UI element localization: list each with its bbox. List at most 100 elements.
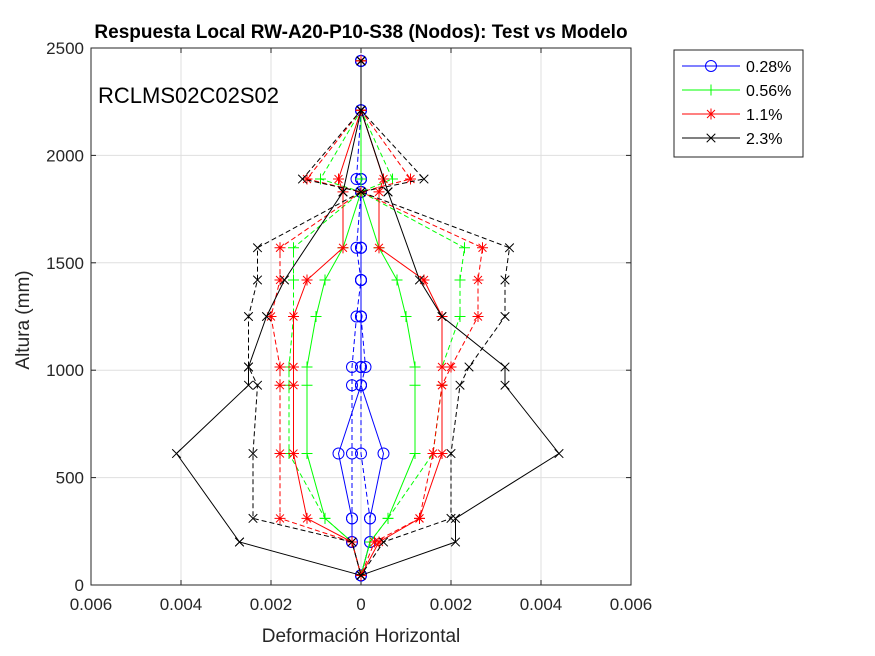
data-point-marker [355,173,367,185]
legend-entry: 2.3% [682,131,782,148]
data-point-marker [274,448,286,460]
data-point-marker [454,274,466,286]
data-point-marker [243,380,254,390]
data-point-marker [554,448,564,459]
data-point-marker [248,513,258,524]
data-point-marker [333,173,344,185]
data-point-marker [409,448,421,460]
legend-marker [706,133,716,143]
data-point-marker [261,311,272,322]
plot-frame [90,47,632,586]
y-tick-label: 0 [75,576,84,595]
y-tick-label: 2000 [46,146,84,165]
data-point-marker [419,174,429,184]
data-point-marker [355,273,367,286]
data-point-marker [288,274,299,286]
data-point-marker [274,512,286,524]
data-point-marker [355,447,367,460]
data-point-marker [445,361,457,373]
data-point-marker [414,275,425,285]
legend: 0.28% 0.56% 1.1% 2.3% [673,49,804,158]
chart-title: Respuesta Local RW-A20-P10-S38 (Nodos): … [94,22,627,43]
data-point-marker [310,311,322,322]
plot-area: 0.006 0.004 0.002 0 0.002 0.004 0.006050010001… [46,39,652,614]
data-point-marker [405,173,416,185]
data-point-marker [455,380,465,390]
x-axis-label: Deformación Horizontal [262,626,461,647]
x-tick-label: 0 [356,595,365,614]
data-point-marker [274,379,286,391]
legend-entry: 0.28% [682,59,791,76]
data-point-marker [350,310,363,323]
data-point-marker [355,310,367,323]
x-tick-label: 0.006 [70,595,113,614]
legend-label: 0.28% [746,59,791,76]
data-point-marker [436,448,448,460]
data-point-marker [288,311,299,322]
data-point-marker [383,187,393,197]
legend-entry: 0.56% [682,83,791,100]
data-point-marker [301,173,313,185]
data-point-marker [319,512,331,524]
data-point-marker [437,311,447,322]
data-point-marker [288,448,299,460]
data-point-marker [332,447,345,460]
y-tick-label: 2500 [46,39,84,58]
legend-label: 1.1% [746,107,782,124]
data-point-marker [355,360,367,373]
annotation-label: RCLMS02C02S02 [98,83,279,108]
x-tick-label: 0.002 [250,595,293,614]
x-tick-label: 0.006 [610,595,653,614]
data-point-marker [234,537,245,547]
data-point-marker [454,311,466,322]
data-point-marker [418,274,430,286]
legend-box [673,49,804,158]
data-point-marker [338,187,348,197]
y-tick-label: 500 [56,469,84,488]
data-point-marker [459,242,470,254]
data-point-marker [464,362,474,372]
legend-label: 0.56% [746,83,791,100]
data-point-marker [274,361,286,373]
data-point-marker [274,274,286,286]
data-point-marker [446,513,456,524]
legend-marker [705,60,717,72]
data-point-marker [356,187,366,197]
data-point-marker [350,241,363,254]
data-point-marker [297,174,308,184]
legend-entry: 1.1% [682,107,782,124]
data-point-marker [279,275,290,285]
data-point-marker [243,311,254,322]
data-point-marker [243,362,254,372]
data-point-marker [288,379,299,391]
data-point-marker [288,242,299,254]
data-point-marker [500,362,510,372]
data-point-marker [450,513,461,524]
data-point-marker [355,241,367,254]
x-tick-label: 0.004 [520,595,563,614]
x-tick-label: 0.004 [160,595,203,614]
data-point-marker [359,360,372,373]
data-point-marker [274,242,286,254]
data-point-marker [446,448,456,459]
data-point-marker [171,448,182,459]
data-point-marker [315,173,326,185]
data-point-marker [319,274,331,286]
data-point-marker [382,512,394,524]
data-point-marker [409,361,421,373]
legend-label: 2.3% [746,131,782,148]
series-group-2.3% [171,56,564,580]
data-point-marker [346,379,358,392]
data-point-marker [355,379,367,392]
data-point-marker [391,274,403,286]
data-point-marker [346,360,358,373]
data-point-marker [436,379,448,391]
data-point-marker [356,56,366,66]
data-point-marker [337,242,349,254]
legend-marker [705,84,717,96]
data-point-marker [373,186,385,198]
data-point-marker [414,512,425,524]
data-point-marker [301,379,313,391]
data-point-marker [500,380,510,390]
